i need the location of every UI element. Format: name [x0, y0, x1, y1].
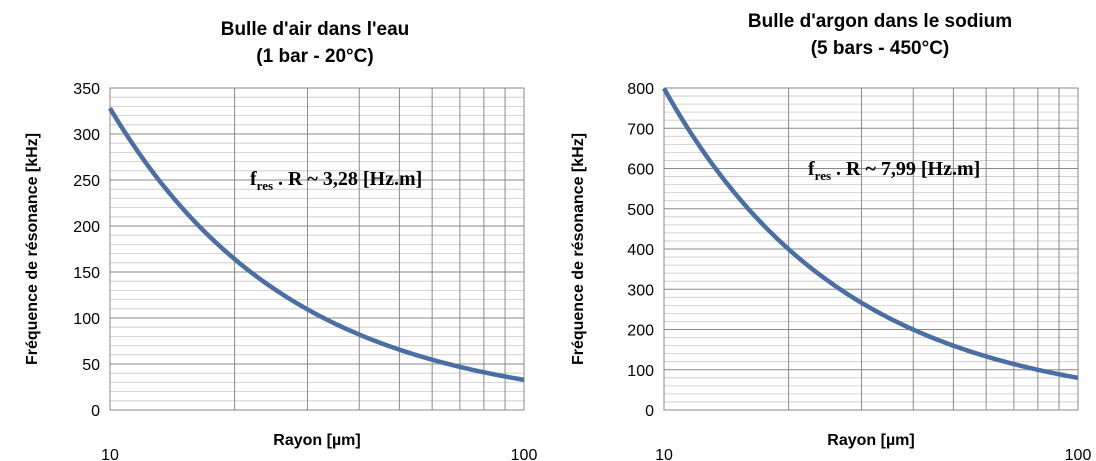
y-tick-label: 200 [73, 219, 100, 236]
y-tick-label: 0 [91, 403, 100, 420]
x-axis-label: Rayon [µm] [827, 432, 914, 449]
formula-rest: . R ~ 7,99 [Hz.m] [831, 158, 980, 180]
x-tick-label: 10 [101, 447, 119, 461]
series-curve [108, 107, 525, 383]
x-tick-label: 100 [1065, 447, 1092, 461]
formula-main: f [250, 168, 257, 190]
y-tick-label: 350 [73, 81, 100, 98]
chart-title: Bulle d'argon dans le sodium [748, 11, 1012, 32]
y-tick-label: 400 [627, 242, 654, 259]
chart-subtitle: (1 bar - 20°C) [256, 46, 373, 67]
y-tick-label: 800 [627, 81, 654, 98]
y-axis-label: Fréquence de résonance [kHz] [24, 133, 41, 365]
series-curve [662, 87, 1079, 381]
plot-border [109, 87, 525, 411]
chart-subtitle: (5 bars - 450°C) [811, 38, 950, 59]
x-axis-label: Rayon [µm] [273, 432, 360, 449]
y-tick-label: 50 [82, 357, 100, 374]
x-tick-label: 100 [511, 447, 538, 461]
formula-subscript: res [815, 168, 831, 183]
chart-1: Bulle d'air dans l'eau (1 bar - 20°C) 0 50 1… [24, 19, 537, 461]
chart-2: Bulle d'argon dans le sodium (5 bars - 45… [570, 11, 1091, 461]
y-axis-label: Fréquence de résonance [kHz] [570, 133, 587, 365]
formula-main: f [808, 158, 815, 180]
formula-annotation: fres . R ~ 7,99 [Hz.m] [808, 158, 980, 183]
y-tick-label: 600 [627, 162, 654, 179]
y-tick-label: 250 [73, 173, 100, 190]
formula-annotation: fres . R ~ 3,28 [Hz.m] [250, 168, 422, 193]
y-tick-label: 300 [627, 282, 654, 299]
y-tick-label: 150 [73, 265, 100, 282]
x-tick-label: 10 [655, 447, 673, 461]
y-tick-label: 100 [627, 363, 654, 380]
y-tick-label: 200 [627, 323, 654, 340]
chart-title: Bulle d'air dans l'eau [221, 19, 410, 40]
y-tick-label: 500 [627, 202, 654, 219]
formula-subscript: res [257, 178, 273, 193]
y-tick-label: 300 [73, 127, 100, 144]
plot-border [663, 87, 1079, 411]
y-tick-label: 700 [627, 121, 654, 138]
y-tick-label: 100 [73, 311, 100, 328]
formula-rest: . R ~ 3,28 [Hz.m] [273, 168, 422, 190]
y-tick-label: 0 [645, 403, 654, 420]
